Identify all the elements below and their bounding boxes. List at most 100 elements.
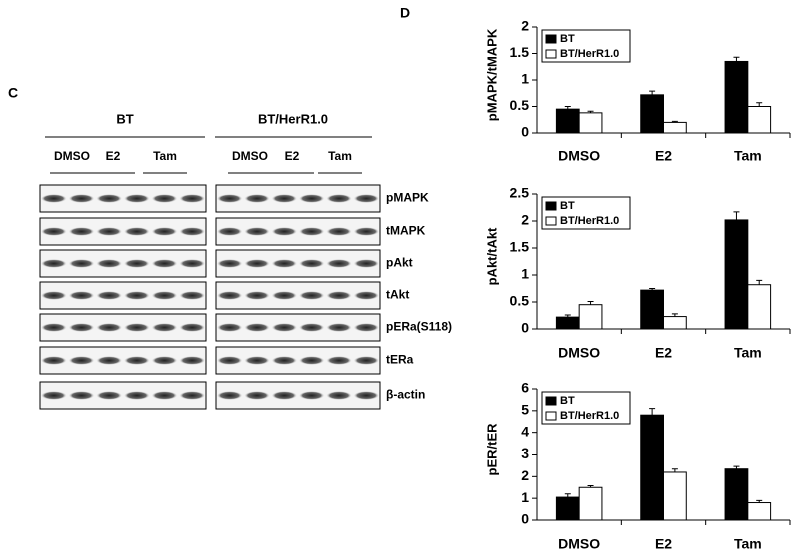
blot-band (178, 291, 206, 300)
bar (663, 121, 687, 134)
blot-box (39, 381, 207, 410)
blot-box (215, 249, 381, 278)
bar (747, 106, 772, 134)
blot-band (123, 227, 151, 236)
blot-band (325, 391, 353, 400)
blot-band (123, 259, 151, 268)
legend-box (541, 196, 631, 230)
blot-band (151, 259, 178, 268)
y-tick-label: 2 (521, 467, 529, 483)
x-tick-label: E2 (655, 345, 672, 361)
y-axis-label: pAkt/tAkt (484, 227, 499, 285)
blot-box (215, 217, 381, 246)
group-label: BT (116, 111, 133, 126)
blot-band (298, 194, 325, 203)
panel-label: C (8, 85, 18, 101)
legend-swatch (545, 216, 557, 226)
panel-label: D (400, 5, 410, 21)
x-tick-label: Tam (734, 345, 762, 361)
blot-band (68, 259, 95, 268)
y-tick-label: 1.5 (510, 44, 530, 60)
bar (640, 94, 664, 134)
blot-band (95, 391, 123, 400)
x-tick-label: DMSO (558, 345, 600, 361)
legend-swatch (545, 396, 557, 406)
legend-swatch (545, 49, 557, 59)
blot-band (68, 356, 95, 365)
blot-band (325, 323, 353, 332)
treatment-label: DMSO (54, 149, 90, 163)
blot-band (123, 391, 151, 400)
blot-band (68, 323, 95, 332)
blot-band (243, 391, 271, 400)
error-bar (733, 465, 740, 469)
blot-band (353, 323, 380, 332)
x-tick-label: Tam (734, 148, 762, 164)
error-bar (671, 313, 678, 317)
y-tick-label: 0.5 (510, 293, 530, 309)
error-bar (587, 485, 594, 488)
blot-box (39, 346, 207, 375)
bar (555, 108, 580, 134)
blot-band (68, 391, 95, 400)
blot-band (353, 356, 380, 365)
x-tick-label: DMSO (558, 536, 600, 552)
blot-band (243, 356, 271, 365)
y-axis-label: pMAPK/tMAPK (484, 28, 499, 121)
y-tick-label: 2 (521, 212, 529, 228)
blot-box (39, 184, 207, 213)
x-tick-label: E2 (655, 148, 672, 164)
blot-band (271, 323, 298, 332)
legend-label: BT/HerR1.0 (560, 410, 619, 422)
blot-band (243, 323, 271, 332)
blot-band (353, 291, 380, 300)
blot-band (95, 291, 123, 300)
blot-band (151, 323, 178, 332)
blot-band (123, 194, 151, 203)
bar (724, 468, 749, 521)
blot-band (271, 391, 298, 400)
blot-band (40, 259, 68, 268)
blot-band (216, 356, 243, 365)
blot-band (40, 194, 68, 203)
blots (39, 184, 381, 410)
legend-label: BT (560, 33, 575, 45)
blot-band (353, 194, 380, 203)
blot-band (40, 323, 68, 332)
legend-swatch (545, 411, 557, 421)
blot-band (271, 227, 298, 236)
x-tick-label: DMSO (558, 148, 600, 164)
bar (555, 496, 580, 521)
row-label: β-actin (386, 388, 425, 402)
blot-band (216, 291, 243, 300)
legend-box (541, 29, 631, 63)
blot-box (39, 313, 207, 342)
bar (724, 60, 749, 134)
blot-band (178, 323, 206, 332)
group-label: BT/HerR1.0 (258, 111, 328, 126)
blot-box (215, 281, 381, 310)
blot-box (215, 184, 381, 213)
row-label: pMAPK (386, 191, 429, 205)
blot-band (68, 291, 95, 300)
bar (640, 414, 664, 521)
blot-band (216, 227, 243, 236)
row-label: tERa (386, 353, 414, 367)
blot-band (325, 194, 353, 203)
legend-label: BT/HerR1.0 (560, 48, 619, 60)
legend-box (541, 391, 631, 425)
bar (663, 471, 687, 521)
blot-band (123, 323, 151, 332)
blot-band (95, 323, 123, 332)
blot-band (325, 259, 353, 268)
blot-band (68, 227, 95, 236)
blot-band (95, 227, 123, 236)
bar (578, 304, 603, 330)
blot-box (39, 217, 207, 246)
blot-band (298, 323, 325, 332)
blot-band (216, 194, 243, 203)
error-bar (756, 102, 763, 107)
blot-band (178, 194, 206, 203)
blot-band (151, 291, 178, 300)
blot-band (216, 259, 243, 268)
